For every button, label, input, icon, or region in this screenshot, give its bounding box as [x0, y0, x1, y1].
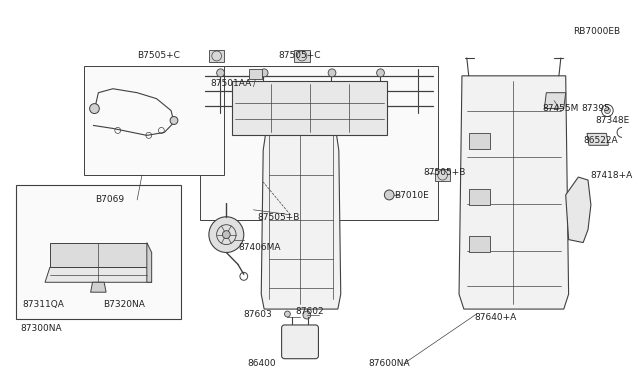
Polygon shape	[566, 177, 591, 243]
Bar	[248, 69, 262, 79]
Text: 87300NA: 87300NA	[20, 324, 63, 333]
Circle shape	[328, 69, 336, 77]
Bar	[468, 133, 490, 149]
Circle shape	[376, 69, 385, 77]
Circle shape	[217, 69, 225, 77]
Circle shape	[170, 116, 178, 125]
Text: 87311QA: 87311QA	[23, 299, 65, 309]
Bar	[209, 50, 225, 62]
Circle shape	[385, 190, 394, 200]
Polygon shape	[45, 267, 152, 282]
Text: RB7000EB: RB7000EB	[573, 27, 621, 36]
Bar	[468, 236, 490, 252]
Circle shape	[260, 69, 268, 77]
Text: 87455M: 87455M	[543, 104, 579, 113]
Text: 87418+A: 87418+A	[590, 171, 632, 180]
FancyBboxPatch shape	[282, 325, 319, 359]
Circle shape	[605, 108, 611, 113]
Bar	[468, 189, 490, 205]
Text: 87505+C: 87505+C	[278, 51, 321, 61]
Circle shape	[285, 311, 291, 317]
Bar	[84, 66, 225, 175]
Circle shape	[90, 104, 99, 113]
Text: 87505+B: 87505+B	[257, 213, 300, 222]
Text: 87640+A: 87640+A	[474, 312, 517, 321]
Text: B7505+C: B7505+C	[137, 51, 180, 61]
Bar	[294, 50, 310, 62]
Polygon shape	[459, 76, 568, 309]
Text: 87603: 87603	[244, 310, 273, 318]
Text: 87505+B: 87505+B	[423, 168, 465, 177]
Bar	[435, 169, 451, 181]
Circle shape	[223, 231, 230, 238]
Polygon shape	[261, 131, 340, 309]
Polygon shape	[91, 282, 106, 292]
Polygon shape	[545, 93, 566, 109]
Bar	[16, 185, 180, 319]
Polygon shape	[246, 110, 365, 135]
Bar	[200, 66, 438, 220]
Polygon shape	[50, 243, 147, 267]
Circle shape	[209, 217, 244, 253]
Text: 87406MA: 87406MA	[238, 243, 280, 252]
Circle shape	[303, 311, 310, 319]
Text: B7320NA: B7320NA	[103, 299, 145, 309]
Text: 87395: 87395	[581, 104, 610, 113]
Text: B7069: B7069	[95, 195, 125, 204]
Text: 87602: 87602	[295, 307, 324, 315]
Text: 86522A: 86522A	[583, 136, 618, 145]
Text: 87501AA: 87501AA	[211, 79, 252, 88]
Text: 87348E: 87348E	[596, 116, 630, 125]
Text: B7010E: B7010E	[394, 192, 429, 201]
Text: 87600NA: 87600NA	[368, 359, 410, 368]
Polygon shape	[587, 134, 609, 145]
Polygon shape	[147, 243, 152, 282]
Text: 86400: 86400	[248, 359, 276, 368]
Bar	[232, 81, 387, 135]
